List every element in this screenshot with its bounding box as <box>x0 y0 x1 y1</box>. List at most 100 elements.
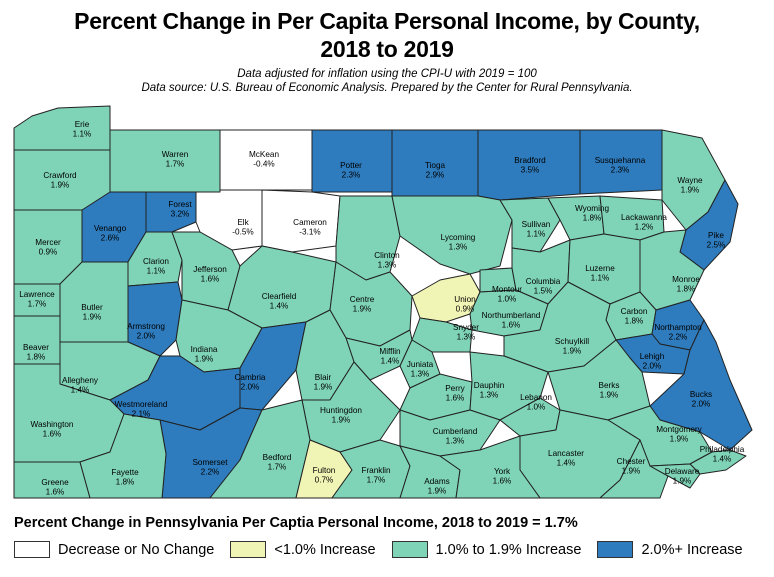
county-value: 3.5% <box>521 166 540 175</box>
county-label-warren: Warren 1.7% <box>162 150 189 169</box>
county-label-schuylkill: Schuylkill 1.9% <box>555 337 589 356</box>
county-name: Pike <box>708 231 724 240</box>
legend-item-mid: 1.0% to 1.9% Increase <box>391 541 582 558</box>
county-name: Northampton <box>654 323 702 332</box>
county-value: 1.6% <box>46 488 65 497</box>
county-bradford <box>477 129 581 201</box>
county-label-cumberland: Cumberland 1.3% <box>433 427 478 446</box>
county-label-perry: Perry 1.6% <box>445 384 465 403</box>
county-label-jefferson: Jefferson 1.6% <box>193 265 227 284</box>
legend-swatch-high <box>597 541 634 558</box>
county-name: Beaver <box>23 343 49 352</box>
legend-label-mid: 1.0% to 1.9% Increase <box>435 541 582 558</box>
legend-swatch-decrease <box>14 541 50 558</box>
county-value: 2.0% <box>241 383 260 392</box>
county-name: Huntingdon <box>320 406 362 415</box>
county-name: Lycoming <box>441 233 476 242</box>
county-name: York <box>494 467 511 476</box>
county-label-crawford: Crawford 1.9% <box>43 171 77 190</box>
county-layer <box>13 105 753 499</box>
county-name: Montgomery <box>656 425 702 434</box>
legend: Decrease or No Change <1.0% Increase 1.0… <box>14 541 759 558</box>
county-value: -0.5% <box>232 228 253 237</box>
county-name: Greene <box>41 478 69 487</box>
county-value: 1.6% <box>446 394 465 403</box>
county-value: 1.9% <box>673 477 692 486</box>
county-name: Snyder <box>453 323 479 332</box>
county-value: 1.7% <box>367 476 386 485</box>
county-name: Lancaster <box>548 449 584 458</box>
county-label-wayne: Wayne 1.9% <box>677 176 703 195</box>
county-label-lehigh: Lehigh 2.0% <box>640 352 665 371</box>
county-name: Clarion <box>143 257 169 266</box>
county-union <box>411 273 481 323</box>
county-name: Fulton <box>313 466 336 475</box>
county-value: 1.8% <box>116 478 135 487</box>
county-value: 1.0% <box>527 403 546 412</box>
county-value: 2.3% <box>611 166 630 175</box>
county-label-tioga: Tioga 2.9% <box>425 161 446 180</box>
county-value: 1.7% <box>28 300 47 309</box>
county-name: Blair <box>315 373 332 382</box>
county-value: 1.9% <box>51 181 70 190</box>
county-value: 1.9% <box>622 467 641 476</box>
county-label-chester: Chester 1.9% <box>617 457 646 476</box>
legend-label-high: 2.0%+ Increase <box>641 541 743 558</box>
county-name: Potter <box>340 161 362 170</box>
county-name: Allegheny <box>62 376 99 385</box>
county-label-forest: Forest 3.2% <box>168 200 192 219</box>
county-name: Berks <box>599 381 620 390</box>
county-label-york: York 1.6% <box>493 467 512 486</box>
county-name: Bedford <box>263 453 292 462</box>
county-value: 1.9% <box>428 487 447 496</box>
county-label-delaware: Delaware 1.9% <box>665 467 700 486</box>
county-name: Sullivan <box>522 220 551 229</box>
county-label-clearfield: Clearfield 1.4% <box>262 292 297 311</box>
county-value: 1.8% <box>27 353 46 362</box>
county-name: Butler <box>81 303 103 312</box>
county-name: Westmoreland <box>115 400 168 409</box>
county-name: Wayne <box>677 176 703 185</box>
county-value: 2.2% <box>201 468 220 477</box>
county-name: Lackawanna <box>621 213 667 222</box>
county-name: Adams <box>424 477 449 486</box>
county-label-lebanon: Lebanon 1.0% <box>520 393 552 412</box>
county-label-susquehanna: Susquehanna 2.3% <box>595 156 646 175</box>
county-label-carbon: Carbon 1.8% <box>621 307 648 326</box>
county-name: Cambria <box>235 373 266 382</box>
county-name: Forest <box>168 200 192 209</box>
county-label-venango: Venango 2.6% <box>94 224 127 243</box>
county-label-erie: Erie 1.1% <box>73 120 92 139</box>
state-summary: Percent Change in Pennsylvania Per Capti… <box>14 515 578 531</box>
county-label-lawrence: Lawrence 1.7% <box>19 290 55 309</box>
county-label-northumberland: Northumberland 1.6% <box>482 311 541 330</box>
county-label-bradford: Bradford 3.5% <box>514 156 546 175</box>
county-value: 1.1% <box>591 274 610 283</box>
county-label-armstrong: Armstrong 2.0% <box>127 322 165 341</box>
county-label-cameron: Cameron -3.1% <box>293 218 327 237</box>
legend-swatch-mid <box>391 541 428 558</box>
county-value: 1.6% <box>201 275 220 284</box>
county-label-greene: Greene 1.6% <box>41 478 69 497</box>
county-name: Indiana <box>191 345 218 354</box>
county-value: 1.4% <box>270 302 289 311</box>
county-label-wyoming: Wyoming 1.8% <box>575 204 609 223</box>
county-name: Dauphin <box>474 381 505 390</box>
county-name: Monroe <box>672 275 700 284</box>
legend-label-low: <1.0% Increase <box>274 541 376 558</box>
county-label-union: Union 0.9% <box>454 295 476 314</box>
county-label-luzerne: Luzerne 1.1% <box>585 264 615 283</box>
county-name: Clinton <box>374 251 400 260</box>
county-value: 1.2% <box>635 223 654 232</box>
county-name: Juniata <box>407 360 434 369</box>
county-label-clinton: Clinton 1.3% <box>374 251 400 270</box>
county-value: 1.9% <box>314 383 333 392</box>
county-name: Erie <box>75 120 90 129</box>
county-name: Fayette <box>111 468 139 477</box>
county-label-washington: Washington 1.6% <box>31 420 74 439</box>
county-value: 1.9% <box>681 186 700 195</box>
county-label-somerset: Somerset 2.2% <box>192 458 228 477</box>
county-fayette <box>79 413 167 499</box>
county-label-montgomery: Montgomery 1.9% <box>656 425 702 444</box>
county-name: Franklin <box>361 466 391 475</box>
